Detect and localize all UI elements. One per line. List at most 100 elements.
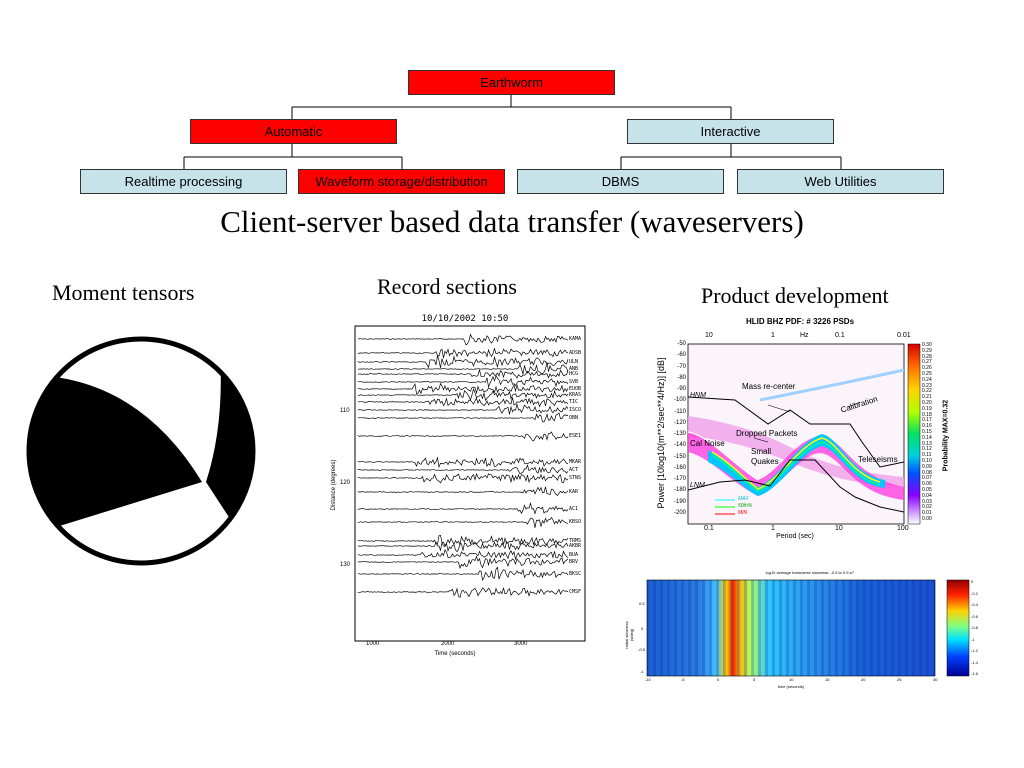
record-section-xtick: 1000 — [366, 641, 380, 647]
station-label: KBSO — [569, 519, 582, 525]
station-label: ISCO — [569, 407, 582, 413]
seismogram-trace — [357, 486, 569, 497]
slowness-title: log10 average transverse slowness: -0.5 … — [765, 570, 855, 575]
psd-annotation: Quakes — [751, 457, 779, 466]
slowness-colorbar-tick: -1.2 — [971, 648, 978, 653]
station-label: ADSB — [569, 350, 582, 356]
record-section-ytick: 120 — [340, 480, 351, 486]
seismogram-trace — [357, 369, 569, 379]
slowness-xtick: 20 — [861, 677, 866, 682]
psd-colorbar-tick: 0.16 — [922, 423, 932, 430]
seismogram-trace — [357, 587, 569, 599]
psd-ytick: -130 — [673, 431, 686, 437]
psd-colorbar-tick: 0.25 — [922, 371, 932, 377]
seismogram-trace — [357, 355, 569, 369]
slowness-colorbar-tick: -1 — [971, 636, 975, 642]
slowness-colorbar-tick: -0.8 — [971, 625, 978, 630]
psd-ytick: -100 — [673, 397, 686, 404]
node-realtime-processing: Realtime processing — [80, 169, 287, 194]
psd-colorbar-tick: 0.10 — [922, 458, 932, 464]
psd-xtick: 100 — [897, 525, 909, 532]
psd-colorbar-tick: 0.28 — [922, 353, 932, 360]
slowness-xtick: -10 — [645, 677, 651, 682]
slowness-xtick: -5 — [681, 677, 685, 682]
psd-annotation: LNM — [690, 482, 705, 489]
psd-annotation: HNM — [690, 392, 706, 399]
psd-colorbar-tick: 0.27 — [922, 359, 932, 366]
node-automatic: Automatic — [190, 119, 397, 144]
station-label: ULN — [569, 359, 579, 365]
psd-colorbar-tick: 0.13 — [922, 440, 932, 447]
slowness-xtick: 0 — [717, 677, 720, 682]
seismogram-trace — [357, 456, 569, 469]
node-dbms-label: DBMS — [601, 174, 640, 189]
psd-ytick: -200 — [673, 509, 686, 516]
psd-top-tick: 0.01 — [897, 332, 911, 339]
slowness-ylabel: radial slowness (s/deg) — [624, 621, 634, 649]
node-interactive-label: Interactive — [700, 124, 761, 139]
psd-legend-item: 50th% — [738, 503, 753, 509]
seismogram-trace — [357, 555, 569, 570]
psd-colorbar-tick: 0.14 — [922, 434, 932, 441]
psd-ytick: -140 — [673, 442, 686, 449]
psd-plot: HLID BHZ PDF: # 3226 PSDs 10 1 Hz 0.1 0.… — [650, 312, 960, 542]
node-earthworm-label: Earthworm — [480, 75, 543, 90]
psd-xlabel: Period (sec) — [776, 533, 814, 540]
seismogram-trace — [357, 362, 569, 375]
heading-product-development: Product development — [701, 283, 889, 308]
seismogram-trace — [357, 387, 569, 402]
seismogram-trace — [357, 431, 569, 442]
node-waveform-storage: Waveform storage/distribution — [298, 169, 505, 194]
slowness-colorbar-tick: 0 — [971, 579, 974, 584]
psd-top-tick: 0.1 — [835, 332, 845, 339]
seismogram-trace — [357, 374, 569, 389]
record-section-ylabel: Distance (degrees) — [331, 459, 337, 511]
slowness-colorbar-tick: -0.6 — [971, 613, 978, 619]
station-label: HCG — [569, 371, 579, 377]
psd-colorbar-tick: 0.21 — [922, 394, 932, 401]
station-label: TRMS — [569, 538, 582, 544]
psd-ytick: -180 — [673, 487, 686, 494]
seismogram-trace — [357, 534, 569, 547]
psd-ytick: -110 — [674, 408, 686, 415]
psd-colorbar-tick: 0.20 — [922, 400, 932, 406]
node-interactive: Interactive — [627, 119, 834, 144]
psd-ytick: -70 — [677, 363, 686, 370]
slowness-colorbar — [946, 579, 970, 677]
psd-colorbar-tick: 0.30 — [922, 342, 932, 348]
psd-xtick: 1 — [771, 525, 775, 532]
record-section-frame — [354, 325, 586, 642]
psd-annotation: Small — [751, 447, 772, 456]
psd-ytick: -120 — [673, 419, 686, 426]
psd-colorbar-tick: 0.05 — [922, 487, 932, 493]
psd-ytick: -170 — [673, 476, 686, 482]
psd-colorbar — [907, 343, 921, 525]
record-section-xlabel: Time (seconds) — [434, 651, 476, 657]
seismogram-trace — [357, 541, 569, 553]
node-automatic-label: Automatic — [264, 124, 323, 139]
psd-top-tick: Hz — [800, 332, 809, 339]
psd-colorbar-tick: 0.18 — [922, 411, 932, 418]
station-label: EUOB — [569, 386, 582, 392]
psd-ytick: -150 — [673, 453, 686, 460]
station-label: OBN — [569, 415, 579, 421]
psd-legend-item: MIN — [738, 510, 748, 516]
seismogram-trace — [357, 472, 569, 484]
slowness-colorbar-tick: -0.4 — [971, 602, 978, 607]
slowness-ytick: -1 — [640, 669, 644, 674]
slowness-ytick: 0.5 — [639, 601, 645, 606]
heading-record-sections: Record sections — [377, 274, 517, 299]
record-section-xtick: 2000 — [441, 641, 455, 647]
record-section-title: 10/10/2002 10:50 — [421, 314, 509, 324]
psd-colorbar-tick: 0.29 — [922, 347, 932, 354]
seismogram-trace — [357, 516, 569, 528]
seismogram-trace — [357, 404, 569, 415]
slowness-graphic — [646, 579, 970, 677]
psd-colorbar-tick: 0.11 — [922, 452, 932, 459]
node-realtime-processing-label: Realtime processing — [124, 174, 243, 189]
psd-colorbar-tick: 0.01 — [922, 510, 932, 517]
psd-ytick: -60 — [677, 352, 686, 359]
psd-ylabel: Power [10log10(m**2/sec**4/Hz)] [dB] — [656, 357, 666, 509]
station-label: SVB — [569, 379, 579, 385]
psd-colorbar-tick: 0.23 — [922, 382, 932, 389]
